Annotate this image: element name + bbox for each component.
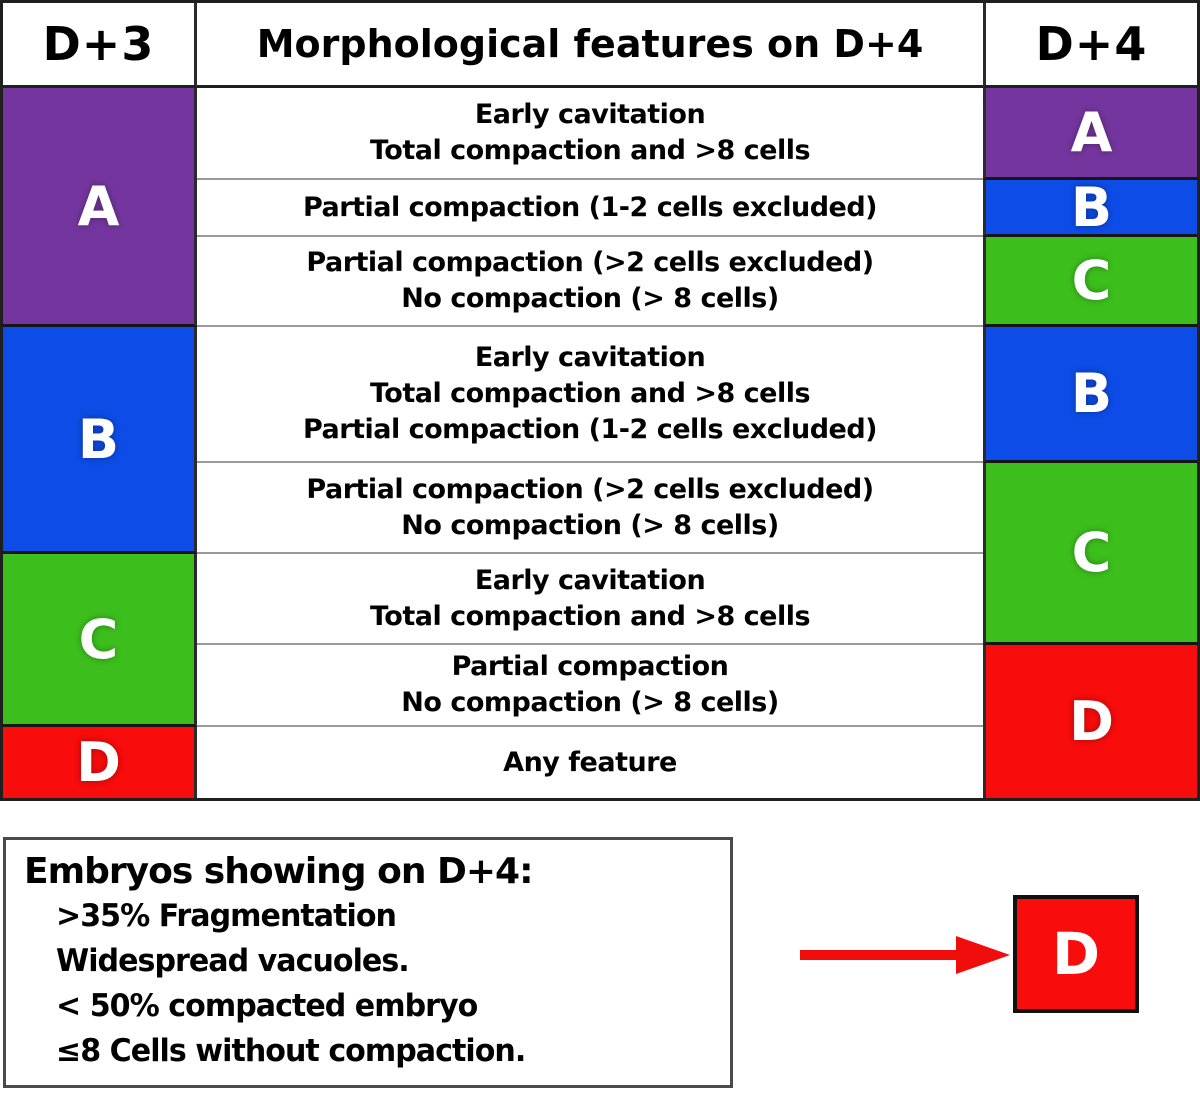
note-line: < 50% compacted embryo: [56, 988, 478, 1024]
feature-row-4: Early cavitation Total compaction and >8…: [197, 327, 983, 463]
arrow-icon: [798, 933, 1012, 977]
header-features: Morphological features on D+4: [197, 3, 983, 88]
header-d4: D+4: [983, 3, 1197, 88]
feature-row-8: Any feature: [197, 727, 983, 798]
note-box: Embryos showing on D+4: >35% Fragmentati…: [3, 837, 733, 1088]
feature-line: No compaction (> 8 cells): [401, 687, 779, 718]
d3-grade-b: B: [3, 327, 197, 554]
feature-line: Partial compaction (>2 cells excluded): [306, 247, 874, 278]
feature-row-2: Partial compaction (1-2 cells excluded): [197, 180, 983, 237]
feature-line: Partial compaction (>2 cells excluded): [306, 473, 874, 505]
grading-table: D+3 Morphological features on D+4 D+4 A …: [0, 0, 1200, 801]
d4-grade-a: A: [983, 88, 1197, 180]
feature-row-6: Early cavitation Total compaction and >8…: [197, 554, 983, 645]
feature-line: Early cavitation: [474, 99, 706, 130]
feature-line: Early cavitation: [474, 342, 706, 373]
feature-line: Partial compaction (1-2 cells excluded): [302, 191, 878, 223]
d4-grade-c2: C: [983, 463, 1197, 645]
callout-d-box: D: [1013, 895, 1139, 1013]
feature-row-7: Partial compaction No compaction (> 8 ce…: [197, 645, 983, 727]
feature-line: Total compaction and >8 cells: [369, 378, 811, 409]
note-line: ≤8 Cells without compaction.: [56, 1033, 526, 1069]
d4-grade-d: D: [983, 645, 1197, 798]
d4-grade-b1: B: [983, 176, 1197, 239]
header-d3: D+3: [3, 3, 197, 88]
d3-grade-d: D: [3, 727, 197, 798]
d4-grade-b2: B: [983, 327, 1197, 463]
note-line: >35% Fragmentation: [56, 898, 397, 934]
feature-row-5: Partial compaction (>2 cells excluded) N…: [197, 463, 983, 554]
feature-line: Partial compaction (1-2 cells excluded): [302, 414, 878, 445]
callout-d-label: D: [1051, 920, 1101, 988]
feature-line: Total compaction and >8 cells: [369, 135, 811, 166]
d4-grade-c1: C: [983, 237, 1197, 327]
note-line: Widespread vacuoles.: [56, 943, 410, 979]
feature-line: Early cavitation: [474, 564, 706, 596]
feature-line: Total compaction and >8 cells: [369, 600, 811, 632]
d3-grade-a: A: [3, 88, 197, 327]
feature-line: No compaction (> 8 cells): [401, 283, 779, 314]
feature-line: No compaction (> 8 cells): [401, 509, 779, 541]
feature-line: Partial compaction: [451, 651, 729, 682]
note-title: Embryos showing on D+4:: [24, 851, 534, 892]
feature-line: Any feature: [503, 746, 677, 778]
d3-grade-c: C: [3, 554, 197, 727]
feature-row-1: Early cavitation Total compaction and >8…: [197, 88, 983, 180]
feature-row-3: Partial compaction (>2 cells excluded) N…: [197, 237, 983, 327]
